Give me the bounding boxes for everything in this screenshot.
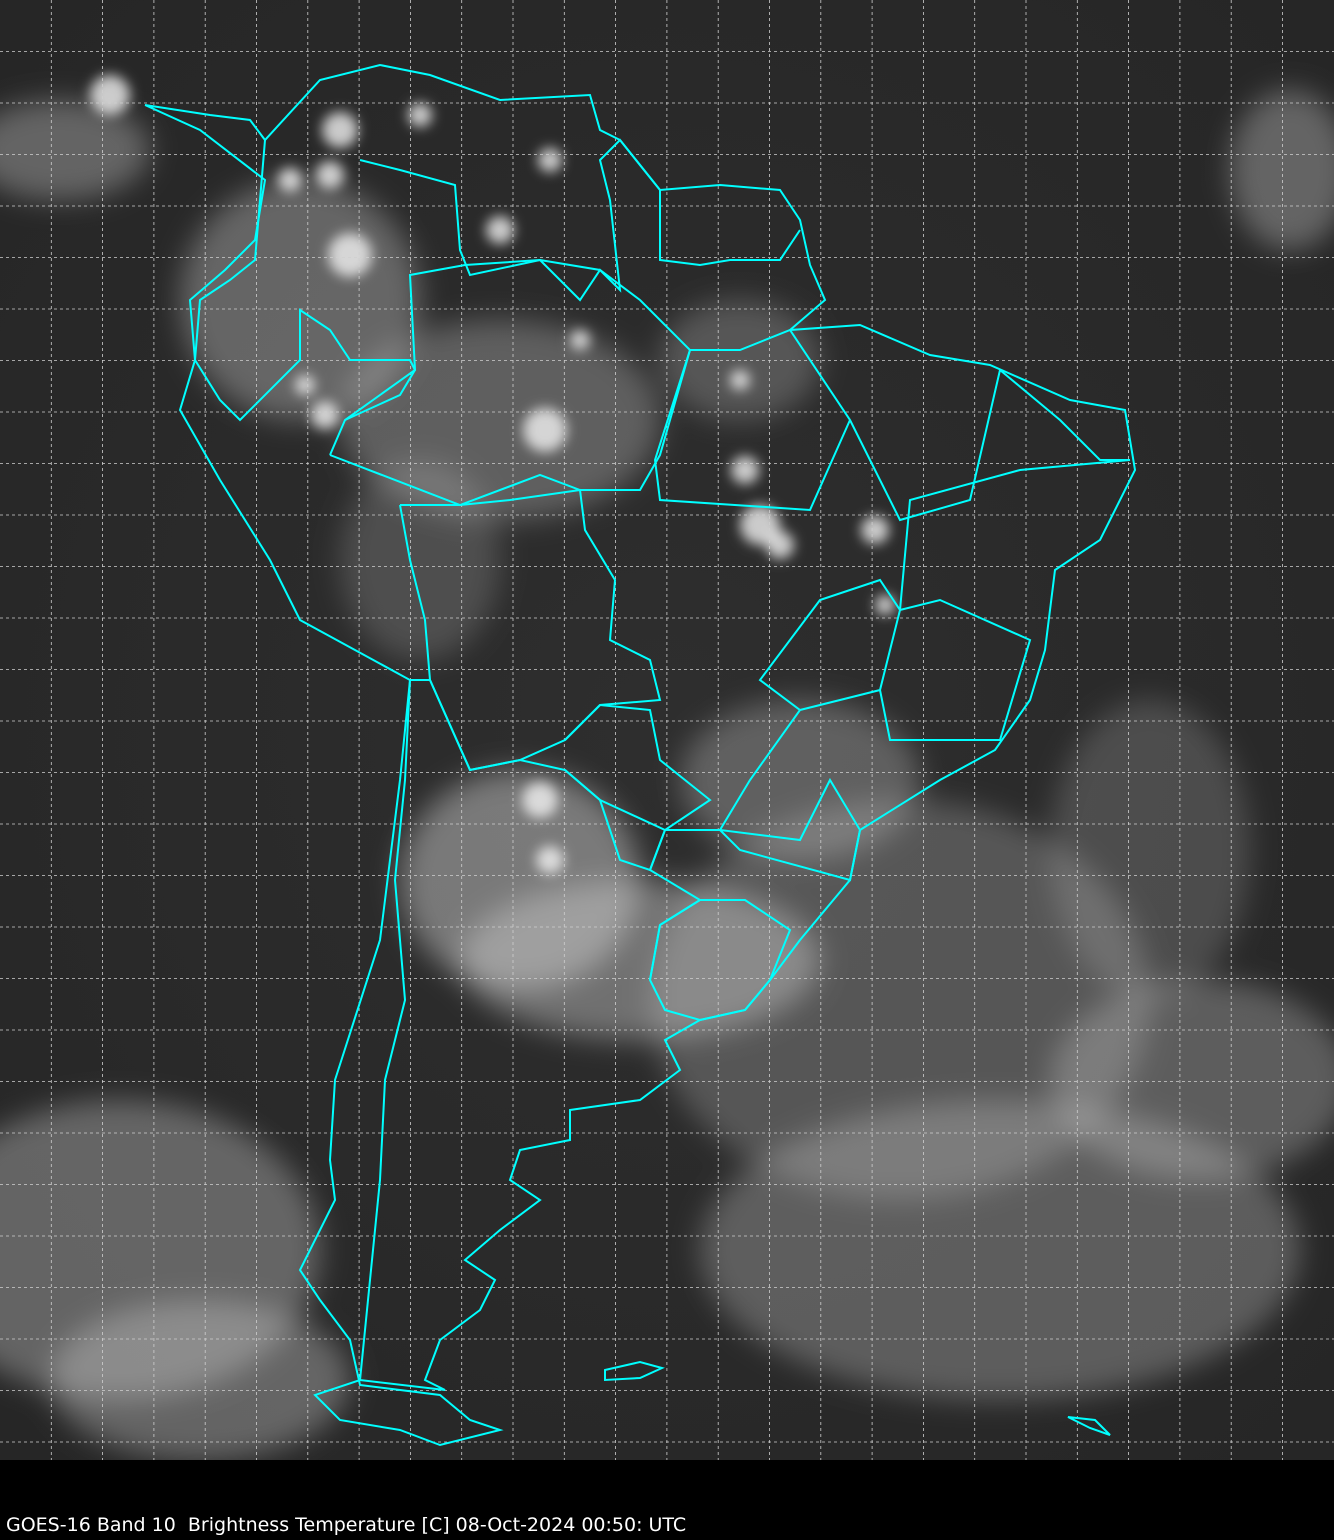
cloud-mass [1050, 700, 1250, 1000]
border-colombia-peru [193, 139, 417, 422]
cloud-mass [0, 100, 150, 200]
border-paraguay [564, 703, 712, 872]
south-georgia [1067, 1416, 1111, 1436]
convective-cell [328, 233, 372, 277]
cloud-mass [1050, 980, 1334, 1180]
cloud-mass [660, 300, 820, 420]
cloud-mass [650, 800, 1150, 1200]
convective-cell [316, 161, 344, 189]
convective-cell [278, 168, 302, 192]
falkland-islands [604, 1360, 665, 1382]
cloud-mass [340, 460, 500, 660]
graticule-grid [0, 0, 1334, 1460]
convective-cell [730, 370, 750, 390]
border-brazil-west [329, 258, 692, 507]
cloud-mass [50, 1300, 350, 1460]
convective-cell [731, 456, 759, 484]
cloud-mass [1230, 90, 1334, 250]
convective-cell [322, 112, 358, 148]
border-venezuela-guyana [359, 138, 801, 302]
convective-cell [536, 846, 564, 874]
convective-cell [570, 330, 590, 350]
convective-cell [522, 782, 558, 818]
image-caption: GOES-16 Band 10 Brightness Temperature [… [6, 1514, 687, 1536]
cloud-mass [680, 700, 920, 860]
border-uruguay [648, 899, 792, 1022]
convective-cell [861, 516, 889, 544]
satellite-map [0, 0, 1334, 1460]
convective-cell [523, 408, 567, 452]
convective-cell [295, 375, 315, 395]
convective-cell [875, 595, 895, 615]
border-brazil-states-east [653, 328, 1131, 882]
border-argentina-north [410, 679, 702, 981]
border-chile-argentina [359, 679, 411, 1381]
continent-outline [144, 63, 1137, 1447]
convective-cell [766, 531, 794, 559]
border-bolivia [399, 488, 662, 772]
cloud-mass [700, 1100, 1300, 1400]
convective-cell [486, 216, 514, 244]
convective-cell [408, 103, 432, 127]
convective-cell [538, 148, 562, 172]
convective-cell [311, 401, 339, 429]
convective-cell [90, 75, 130, 115]
cloud-layer [0, 90, 1334, 1460]
country-borders [144, 63, 1137, 1447]
